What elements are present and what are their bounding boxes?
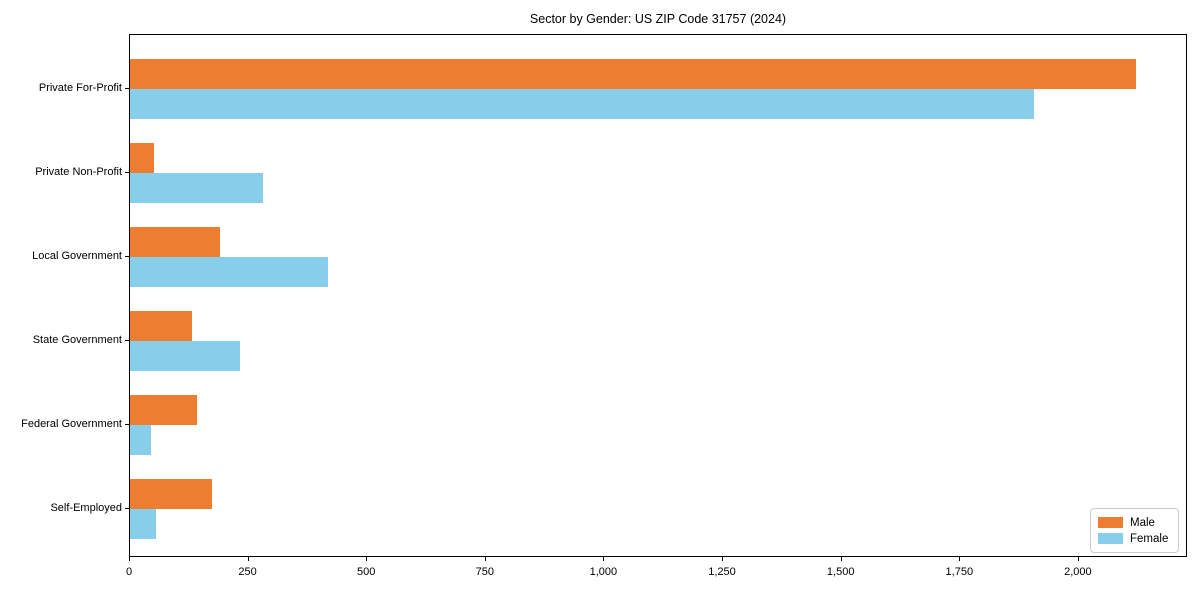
- x-tick-label: 750: [475, 566, 494, 578]
- x-tick-label: 500: [357, 566, 376, 578]
- y-tick-mark: [125, 88, 129, 89]
- x-tick-mark: [959, 557, 961, 561]
- y-tick-label: Self-Employed: [50, 502, 122, 514]
- x-tick-label: 250: [238, 566, 257, 578]
- bar-male-1: [130, 143, 155, 173]
- y-tick-label: State Government: [32, 334, 122, 346]
- chart-title: Sector by Gender: US ZIP Code 31757 (202…: [529, 12, 787, 26]
- bar-male-2: [130, 227, 221, 257]
- x-tick-label: 1,000: [589, 566, 618, 578]
- y-tick-mark: [125, 256, 129, 257]
- male-swatch: [1098, 517, 1123, 528]
- x-tick-label: 2,000: [1064, 566, 1092, 578]
- x-tick-mark: [247, 557, 249, 561]
- bar-female-3: [130, 341, 241, 371]
- y-tick-mark: [125, 424, 129, 425]
- x-tick-mark: [366, 557, 368, 561]
- x-tick-mark: [840, 557, 842, 561]
- x-tick-mark: [129, 557, 130, 561]
- legend: Male Female: [1090, 508, 1179, 553]
- bar-female-2: [130, 257, 329, 287]
- legend-label-female: Female: [1130, 532, 1169, 545]
- x-tick-mark: [722, 557, 723, 561]
- bar-female-4: [130, 425, 151, 455]
- bar-male-3: [130, 311, 192, 341]
- x-tick-mark: [1077, 557, 1079, 561]
- bar-male-5: [130, 479, 212, 509]
- x-tick-label: 1,250: [708, 566, 736, 578]
- y-tick-label: Private For-Profit: [38, 82, 122, 94]
- bar-male-0: [130, 59, 1136, 89]
- bar-male-4: [130, 395, 197, 425]
- legend-item-female: Female: [1098, 533, 1171, 545]
- bar-female-1: [130, 173, 264, 203]
- x-tick-label: 1,750: [945, 566, 974, 578]
- y-tick-label: Federal Government: [21, 418, 122, 430]
- bar-female-0: [130, 89, 1034, 119]
- x-tick-label: 1,500: [826, 566, 855, 578]
- y-tick-mark: [125, 172, 129, 173]
- bar-female-5: [130, 509, 156, 539]
- legend-label-male: Male: [1130, 516, 1155, 529]
- x-tick-label: 0: [125, 566, 133, 578]
- y-tick-mark: [125, 508, 129, 509]
- y-tick-mark: [125, 340, 129, 341]
- x-tick-mark: [603, 557, 605, 561]
- plot-area: [129, 34, 1187, 557]
- y-tick-label: Private Non-Profit: [35, 166, 122, 178]
- legend-item-male: Male: [1098, 517, 1171, 529]
- y-tick-label: Local Government: [32, 250, 122, 262]
- female-swatch: [1098, 533, 1123, 544]
- x-tick-mark: [484, 557, 486, 561]
